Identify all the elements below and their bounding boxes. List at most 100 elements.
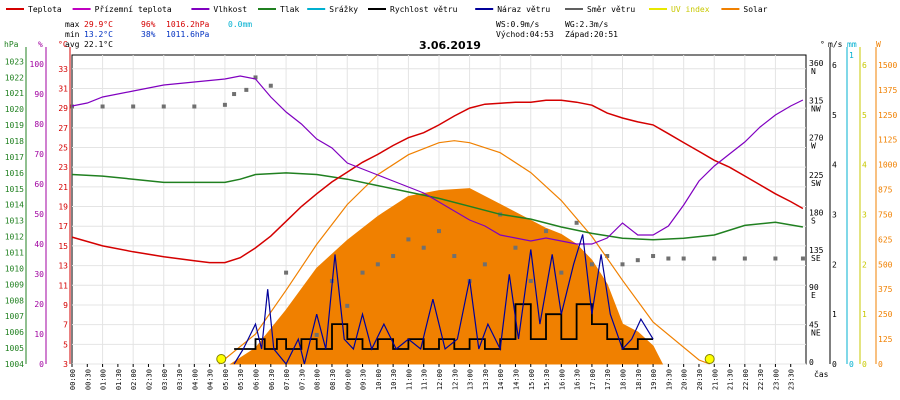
dir-tick-label: SW bbox=[811, 179, 821, 188]
w-unit: W bbox=[876, 40, 881, 49]
x-tick-label: 17:00 bbox=[589, 369, 597, 390]
degc-tick-label: 5 bbox=[63, 340, 68, 349]
wind-direction-point bbox=[421, 245, 426, 250]
hpa-tick-label: 1007 bbox=[5, 312, 24, 321]
dir-tick-label: N bbox=[811, 67, 816, 76]
legend-label: Rychlost větru bbox=[390, 5, 458, 14]
ms-tick-label: 6 bbox=[832, 61, 837, 70]
deg-tick-label: 360 bbox=[809, 59, 824, 68]
x-tick-label: 18:30 bbox=[635, 369, 643, 390]
ms-unit: m/s bbox=[828, 40, 843, 49]
w-tick-label: 125 bbox=[878, 335, 893, 344]
legend-label: Náraz větru bbox=[497, 5, 550, 14]
hpa-tick-label: 1008 bbox=[5, 296, 24, 305]
deg-tick-label: 0 bbox=[809, 358, 814, 367]
legend-label: Směr větru bbox=[587, 5, 635, 14]
wind-direction-point bbox=[773, 256, 778, 261]
pct-tick-label: 70 bbox=[34, 150, 44, 159]
x-tick-label: 08:30 bbox=[329, 369, 337, 390]
tlak-line bbox=[71, 172, 804, 241]
x-tick-label: 14:30 bbox=[512, 369, 520, 390]
legend-label: Teplota bbox=[28, 5, 62, 14]
degc-tick-label: 7 bbox=[63, 321, 68, 330]
x-tick-label: 03:30 bbox=[176, 369, 184, 390]
x-tick-label: 23:00 bbox=[772, 369, 780, 390]
stats-header: max 29.9°C 96% 1016.2hPa 0.0mm min 13.2°… bbox=[65, 20, 618, 49]
x-tick-label: 23:30 bbox=[788, 369, 796, 390]
x-tick-label: 07:00 bbox=[283, 369, 291, 390]
mm-unit: mm bbox=[847, 40, 857, 49]
degc-tick-label: 19 bbox=[58, 203, 68, 212]
w-tick-label: 250 bbox=[878, 310, 893, 319]
n-raz-v-tru-line bbox=[233, 234, 654, 366]
x-tick-label: 02:00 bbox=[130, 369, 138, 390]
wind-direction-point bbox=[666, 256, 671, 261]
x-tick-label: 09:00 bbox=[344, 369, 352, 390]
legend-label: Solar bbox=[743, 5, 767, 14]
rain-total: 0.0mm bbox=[228, 20, 252, 29]
x-tick-label: 12:00 bbox=[436, 369, 444, 390]
wind-direction-point bbox=[635, 258, 640, 263]
min-temp: 13.2°C bbox=[84, 30, 113, 39]
degc-tick-label: 29 bbox=[58, 104, 68, 113]
chart-title: 3.06.2019 bbox=[419, 39, 481, 52]
x-tick-label: 21:00 bbox=[711, 369, 719, 390]
solar-measured-area bbox=[229, 188, 664, 365]
pct-tick-label: 60 bbox=[34, 180, 44, 189]
w-tick-label: 1125 bbox=[878, 136, 897, 145]
x-tick-label: 04:00 bbox=[191, 369, 199, 390]
hpa-tick-label: 1017 bbox=[5, 153, 24, 162]
max-temp: 29.9°C bbox=[84, 20, 113, 29]
legend-label: UV index bbox=[671, 5, 710, 14]
w-tick-label: 1250 bbox=[878, 111, 897, 120]
degc-tick-label: 23 bbox=[58, 163, 68, 172]
x-tick-label: 09:30 bbox=[360, 369, 368, 390]
w-tick-label: 0 bbox=[878, 360, 883, 369]
wind-direction-point bbox=[559, 270, 564, 275]
wind-direction-point bbox=[452, 254, 457, 259]
x-tick-label: 10:00 bbox=[375, 369, 383, 390]
plot-area bbox=[70, 75, 805, 366]
degc-tick-label: 21 bbox=[58, 183, 68, 192]
uv-tick-label: 0 bbox=[862, 360, 867, 369]
min-pressure: 1011.6hPa bbox=[166, 30, 210, 39]
x-tick-label: 11:30 bbox=[421, 369, 429, 390]
hpa-tick-label: 1022 bbox=[5, 73, 24, 82]
pct-tick-label: 40 bbox=[34, 240, 44, 249]
wind-direction-point bbox=[100, 104, 105, 109]
degc-tick-label: 11 bbox=[58, 281, 68, 290]
x-tick-label: 06:30 bbox=[268, 369, 276, 390]
hpa-tick-label: 1012 bbox=[5, 233, 24, 242]
pct-tick-label: 30 bbox=[34, 270, 44, 279]
wind-direction-point bbox=[391, 254, 396, 259]
wind-direction-point bbox=[268, 83, 273, 88]
uv-tick-label: 3 bbox=[862, 210, 867, 219]
x-tick-label: 00:30 bbox=[84, 369, 92, 390]
x-tick-label: 01:30 bbox=[115, 369, 123, 390]
teplota-line bbox=[71, 99, 804, 264]
deg-tick-label: 315 bbox=[809, 96, 824, 105]
x-tick-label: 13:30 bbox=[482, 369, 490, 390]
degc-tick-label: 33 bbox=[58, 65, 68, 74]
sunrise: Východ:04:53 bbox=[496, 30, 554, 39]
x-tick-label: 05:00 bbox=[222, 369, 230, 390]
wind-direction-point bbox=[345, 303, 350, 308]
degc-tick-label: 9 bbox=[63, 301, 68, 310]
time-unit: čas bbox=[814, 369, 829, 379]
solar-line bbox=[218, 140, 710, 365]
wind-gust-max: WG:2.3m/s bbox=[565, 20, 609, 29]
dir-tick-label: E bbox=[811, 291, 816, 300]
hpa-tick-label: 1013 bbox=[5, 217, 24, 226]
wind-direction-point bbox=[528, 278, 533, 283]
min-humidity: 38% bbox=[141, 30, 156, 39]
legend-label: Přízemní teplota bbox=[95, 5, 172, 14]
x-tick-label: 03:00 bbox=[161, 369, 169, 390]
wind-direction-point bbox=[742, 256, 747, 261]
x-tick-label: 00:00 bbox=[69, 369, 77, 390]
hpa-tick-label: 1005 bbox=[5, 344, 24, 353]
legend-label: Vlhkost bbox=[213, 5, 247, 14]
w-tick-label: 875 bbox=[878, 186, 893, 195]
wind-direction-point bbox=[406, 237, 411, 242]
x-tick-label: 05:30 bbox=[237, 369, 245, 390]
